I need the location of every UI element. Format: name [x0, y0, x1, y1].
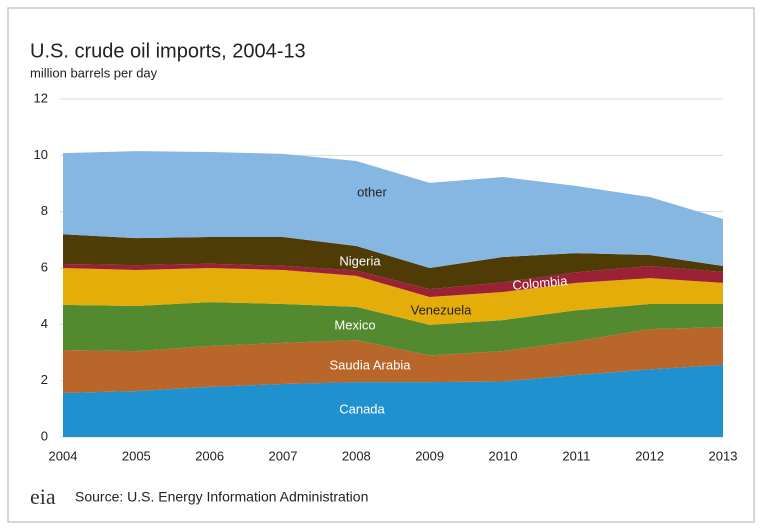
series-label: other [357, 184, 387, 199]
series-label: Canada [339, 401, 385, 416]
area [63, 151, 723, 268]
area [63, 268, 723, 325]
x-tick-label: 2006 [195, 448, 224, 463]
x-tick-label: 2004 [49, 448, 78, 463]
y-tick-label: 0 [41, 428, 48, 443]
x-tick-label: 2008 [342, 448, 371, 463]
y-tick-label: 12 [34, 90, 48, 105]
x-tick-label: 2011 [562, 448, 590, 463]
series-label: Nigeria [339, 253, 381, 268]
y-tick-label: 4 [41, 316, 48, 331]
areas [63, 151, 723, 437]
y-tick-label: 8 [41, 203, 48, 218]
area [63, 327, 723, 394]
series-label: Mexico [334, 317, 375, 332]
y-tick-label: 10 [34, 147, 48, 162]
series-label: Saudia Arabia [330, 357, 412, 372]
series-label: Colombia [512, 273, 569, 293]
y-tick-label: 6 [41, 259, 48, 274]
x-tick-label: 2007 [269, 448, 298, 463]
x-tick-label: 2009 [415, 448, 444, 463]
area [63, 364, 723, 437]
area [63, 263, 723, 298]
x-tick-label: 2012 [635, 448, 664, 463]
chart-title: U.S. crude oil imports, 2004-13 [30, 40, 306, 62]
logo: eia [30, 484, 56, 509]
area [63, 234, 723, 290]
x-tick-label: 2005 [122, 448, 151, 463]
area [63, 302, 723, 356]
y-tick-label: 2 [41, 372, 48, 387]
x-tick-label: 2013 [709, 448, 738, 463]
x-tick-label: 2010 [489, 448, 518, 463]
chart-subtitle: million barrels per day [30, 65, 158, 80]
labels: Canada Saudia Arabia Mexico Venezuela Colomb… [330, 184, 569, 416]
source: Source: U.S. Energy Information Administ… [75, 489, 368, 505]
series-label: Venezuela [411, 302, 472, 317]
